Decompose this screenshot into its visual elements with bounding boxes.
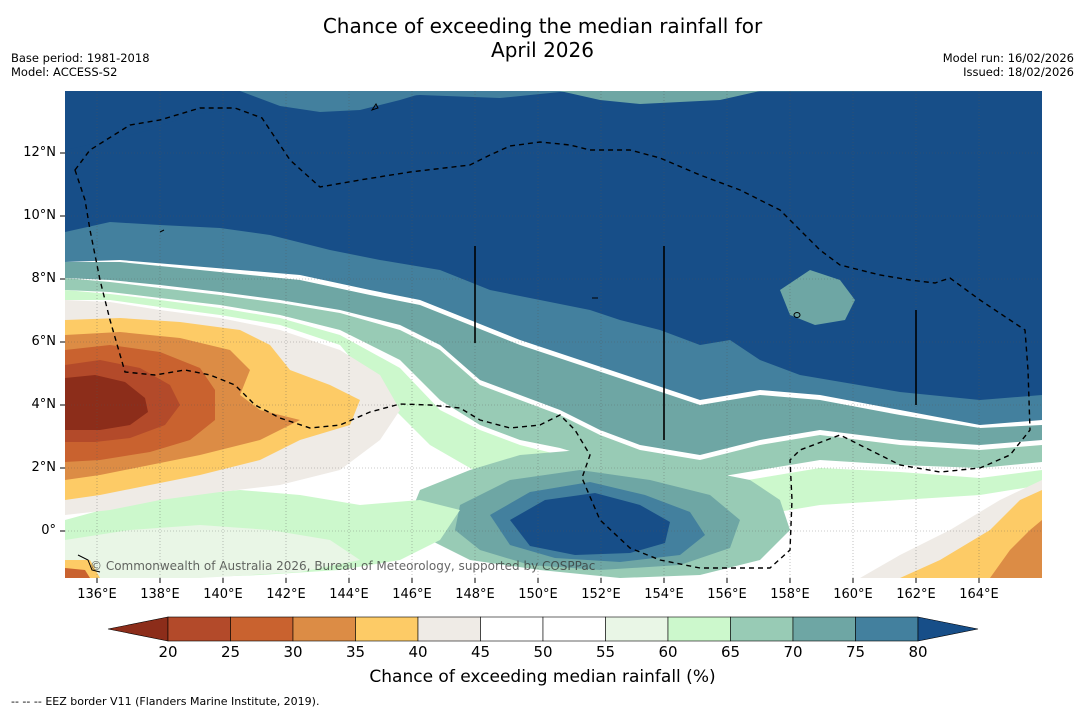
eez-solid-lines bbox=[474, 246, 917, 440]
lon-label-160e: 160°E bbox=[833, 587, 873, 602]
island-5 bbox=[77, 554, 101, 573]
base-period: Base period: 1981-2018 bbox=[11, 51, 150, 65]
colorbar-label: Chance of exceeding median rainfall (%) bbox=[369, 667, 716, 687]
band-80-south bbox=[510, 493, 670, 555]
colorbar-segment bbox=[855, 616, 919, 642]
title-line-1: Chance of exceeding the median rainfall … bbox=[322, 14, 763, 38]
lat-label-4n: 4°N bbox=[31, 397, 57, 412]
eez-borders bbox=[74, 107, 1031, 569]
cb-tick-25: 25 bbox=[220, 643, 241, 661]
band-35-se bbox=[990, 520, 1042, 578]
lon-label-136e: 136°E bbox=[77, 587, 117, 602]
lon-label-144e: 144°E bbox=[329, 587, 369, 602]
eez-border-main bbox=[74, 107, 1031, 569]
lon-label-156e: 156°E bbox=[707, 587, 747, 602]
band-30-sw bbox=[65, 568, 90, 578]
axis-ticks bbox=[60, 152, 980, 583]
lon-label-152e: 152°E bbox=[581, 587, 621, 602]
map-area: © Commonwealth of Australia 2026, Bureau… bbox=[65, 91, 1042, 578]
lon-label-150e: 150°E bbox=[518, 587, 558, 602]
lat-label-8n: 8°N bbox=[31, 271, 57, 286]
colorbar-segment bbox=[480, 616, 544, 642]
island-2 bbox=[793, 312, 801, 318]
lat-label-6n: 6°N bbox=[31, 334, 57, 349]
lon-label-164e: 164°E bbox=[959, 587, 999, 602]
cb-tick-45: 45 bbox=[470, 643, 491, 661]
cb-tick-70: 70 bbox=[783, 643, 803, 661]
cb-tick-40: 40 bbox=[408, 643, 428, 661]
band-75-top bbox=[240, 91, 430, 112]
colorbar-extend-high bbox=[917, 616, 979, 642]
island-4 bbox=[159, 229, 165, 233]
title-line-2: April 2026 bbox=[491, 38, 594, 62]
colorbar-segment bbox=[542, 616, 606, 642]
copyright-text: © Commonwealth of Australia 2026, Bureau… bbox=[90, 559, 595, 573]
colorbar-segment bbox=[730, 616, 794, 642]
meta-right: Model run: 16/02/2026 Issued: 18/02/2026 bbox=[943, 51, 1074, 79]
lon-label-146e: 146°E bbox=[392, 587, 432, 602]
colorbar-segment bbox=[667, 616, 731, 642]
colorbar-segment bbox=[417, 616, 481, 642]
cb-tick-35: 35 bbox=[345, 643, 366, 661]
lat-label-2n: 2°N bbox=[31, 460, 57, 475]
band-70-top bbox=[560, 91, 760, 104]
lon-label-138e: 138°E bbox=[140, 587, 180, 602]
cb-tick-30: 30 bbox=[283, 643, 303, 661]
colorbar bbox=[107, 616, 979, 642]
lon-label-154e: 154°E bbox=[644, 587, 684, 602]
eez-dash-legend: -- -- -- bbox=[11, 695, 42, 708]
cb-tick-65: 65 bbox=[720, 643, 741, 661]
colorbar-extend-low bbox=[107, 616, 169, 642]
footer-note: -- -- -- EEZ border V11 (Flanders Marine… bbox=[11, 695, 319, 708]
colorbar-segment bbox=[792, 616, 856, 642]
lon-label-162e: 162°E bbox=[896, 587, 936, 602]
colorbar-segment bbox=[605, 616, 669, 642]
cb-tick-80: 80 bbox=[908, 643, 928, 661]
model-run: Model run: 16/02/2026 bbox=[942, 51, 1074, 65]
band-70 bbox=[65, 262, 1042, 455]
band-80-top bbox=[65, 91, 240, 150]
lon-label-158e: 158°E bbox=[770, 587, 810, 602]
issued-date: Issued: 18/02/2026 bbox=[963, 65, 1074, 79]
lon-label-142e: 142°E bbox=[266, 587, 306, 602]
band-65 bbox=[65, 278, 1042, 480]
cb-tick-50: 50 bbox=[533, 643, 553, 661]
lon-label-140e: 140°E bbox=[203, 587, 243, 602]
lat-label-12n: 12°N bbox=[23, 145, 56, 160]
lon-label-148e: 148°E bbox=[455, 587, 495, 602]
colorbar-segment bbox=[355, 616, 419, 642]
cb-tick-55: 55 bbox=[595, 643, 616, 661]
band-70-patch bbox=[780, 270, 855, 325]
lat-label-0: 0° bbox=[41, 523, 56, 538]
colorbar-segment bbox=[292, 616, 356, 642]
band-80-north bbox=[65, 91, 1042, 400]
chart-title: Chance of exceeding the median rainfall … bbox=[0, 14, 1085, 62]
cb-tick-75: 75 bbox=[845, 643, 866, 661]
colorbar-segment bbox=[167, 616, 231, 642]
lat-label-10n: 10°N bbox=[23, 208, 56, 223]
model-name: Model: ACCESS-S2 bbox=[11, 65, 118, 79]
meta-left: Base period: 1981-2018 Model: ACCESS-S2 bbox=[11, 51, 150, 79]
island-1 bbox=[370, 103, 379, 111]
graticule bbox=[65, 91, 1042, 578]
cb-tick-60: 60 bbox=[658, 643, 678, 661]
islands bbox=[77, 103, 801, 573]
cb-tick-20: 20 bbox=[158, 643, 178, 661]
eez-source-text: EEZ border V11 (Flanders Marine Institut… bbox=[45, 695, 320, 708]
colorbar-segment bbox=[230, 616, 294, 642]
band-20 bbox=[65, 375, 148, 430]
